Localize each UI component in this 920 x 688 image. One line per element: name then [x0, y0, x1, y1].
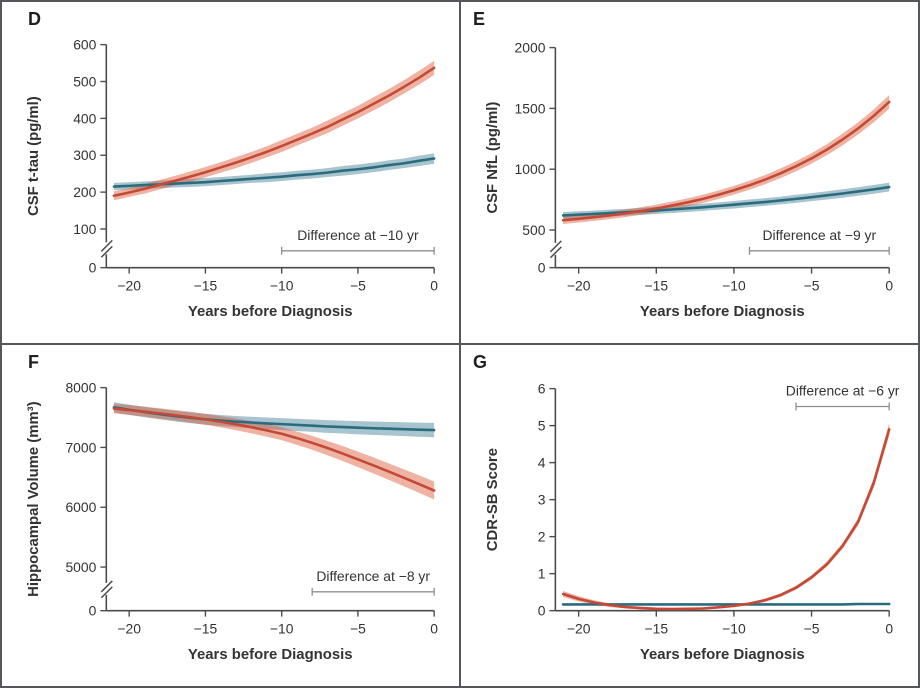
axis-break-slash: [100, 239, 113, 252]
x-tick-label: −10: [270, 620, 294, 636]
panel-e-csf-nfl: E 0 500 1000 1500 2000 −20 −15 −10 −5 0 Difference…: [461, 2, 918, 343]
y-tick-label: 3: [538, 492, 546, 508]
chart-csf-nfl: 0 500 1000 1500 2000 −20 −15 −10 −5 0 Difference a…: [485, 40, 894, 321]
y-tick-label: 0: [538, 260, 546, 276]
series-line-red_curve: [112, 407, 436, 492]
series-line-red_curve: [561, 428, 891, 611]
y-tick-label: 0: [89, 603, 97, 619]
series-line-red_curve: [561, 100, 891, 222]
y-tick-label: 2: [538, 529, 546, 545]
panel-letter-f: F: [28, 352, 39, 372]
y-axis-title: CSF t-tau (pg/ml): [26, 96, 42, 216]
chart-hippocampal-volume: 0 5000 6000 7000 8000 −20 −15 −10 −5 0 Difference …: [26, 380, 439, 664]
x-tick-label: −5: [350, 277, 366, 293]
panel-f-hippocampal-volume: F 0 5000 6000 7000 8000 −20 −15 −10 −5 0 Differenc…: [2, 345, 459, 686]
panel-g-cdr-sb: G 0 1 2 3 4 5 6 −20 −15 −10 −5 0 Difference at −6 yr…: [461, 345, 918, 686]
y-tick-label: 1000: [515, 161, 546, 177]
x-tick-label: −15: [194, 620, 218, 636]
x-tick-label: −10: [270, 277, 294, 293]
axis-break-gap: [104, 242, 109, 255]
y-tick-label: 500: [73, 73, 96, 89]
x-axis-title: Years before Diagnosis: [640, 304, 805, 320]
panel-letter-g: G: [473, 352, 488, 372]
x-tick-label: 0: [430, 620, 438, 636]
axis-break-gap: [553, 242, 558, 255]
y-tick-label: 5000: [65, 559, 96, 575]
x-tick-label: −10: [722, 620, 746, 636]
x-tick-label: −20: [117, 277, 141, 293]
y-tick-label: 400: [73, 110, 96, 126]
x-axis-title: Years before Diagnosis: [188, 647, 353, 663]
x-tick-label: −15: [645, 277, 669, 293]
x-axis-title: Years before Diagnosis: [188, 304, 353, 320]
axis-break-slash: [100, 580, 113, 593]
difference-annotation: Difference at −8 yr: [316, 568, 430, 584]
axis-break-slash: [100, 245, 113, 258]
x-tick-label: −20: [567, 620, 591, 636]
y-tick-label: 5: [538, 418, 546, 434]
axis-break-slash: [100, 586, 113, 599]
confidence-band-red_curve: [563, 423, 890, 611]
y-tick-label: 500: [522, 222, 545, 238]
panel-letter-d: D: [28, 9, 41, 29]
y-axis-title: CSF NfL (pg/ml): [485, 102, 501, 214]
y-tick-label: 1: [538, 566, 546, 582]
x-tick-label: −5: [804, 620, 820, 636]
x-tick-label: −15: [194, 277, 218, 293]
y-tick-label: 6000: [65, 499, 96, 515]
difference-annotation: Difference at −10 yr: [297, 227, 419, 243]
y-tick-label: 4: [538, 455, 546, 471]
y-axis-title: Hippocampal Volume (mm³): [26, 401, 42, 596]
y-tick-label: 0: [89, 260, 97, 276]
y-axis-title: CDR-SB Score: [485, 448, 501, 551]
confidence-band-red_curve: [113, 60, 435, 201]
x-tick-label: −5: [804, 277, 820, 293]
y-tick-label: 200: [73, 184, 96, 200]
x-tick-label: −5: [350, 620, 366, 636]
y-tick-label: 6: [538, 381, 546, 397]
chart-csf-t-tau: 0 100 200 300 400 500 600 −20 −15 −10 −5 0 Differenc…: [26, 37, 439, 321]
series-line-teal_curve: [561, 185, 891, 217]
series-line-red_curve: [112, 66, 436, 198]
axis-break-slash: [549, 246, 562, 259]
y-tick-label: 8000: [65, 380, 96, 396]
panel-letter-e: E: [473, 9, 486, 29]
x-tick-label: −20: [117, 620, 141, 636]
y-tick-label: 7000: [65, 439, 96, 455]
x-axis-title: Years before Diagnosis: [640, 647, 805, 663]
y-tick-label: 600: [73, 37, 96, 53]
difference-annotation: Difference at −6 yr: [786, 383, 900, 399]
panel-d-csf-t-tau: D 0 100 200 300 400 500 600 −20 −15 −10 −5 0 Differe…: [2, 2, 459, 343]
difference-annotation: Difference at −9 yr: [763, 227, 877, 243]
x-tick-label: 0: [885, 620, 893, 636]
y-tick-label: 1500: [515, 100, 546, 116]
confidence-band-teal_curve: [113, 153, 435, 191]
axis-break-slash: [549, 240, 562, 253]
y-tick-label: 2000: [515, 40, 546, 56]
y-tick-label: 0: [538, 603, 546, 619]
y-tick-label: 300: [73, 147, 96, 163]
x-tick-label: −10: [722, 277, 746, 293]
x-tick-label: −20: [567, 277, 591, 293]
x-tick-label: 0: [430, 277, 438, 293]
y-tick-label: 100: [73, 221, 96, 237]
x-tick-label: 0: [885, 277, 893, 293]
x-tick-label: −15: [645, 620, 669, 636]
chart-cdr-sb: 0 1 2 3 4 5 6 −20 −15 −10 −5 0 Difference at −6 yr CD…: [485, 381, 900, 664]
axis-break-gap: [104, 582, 109, 595]
